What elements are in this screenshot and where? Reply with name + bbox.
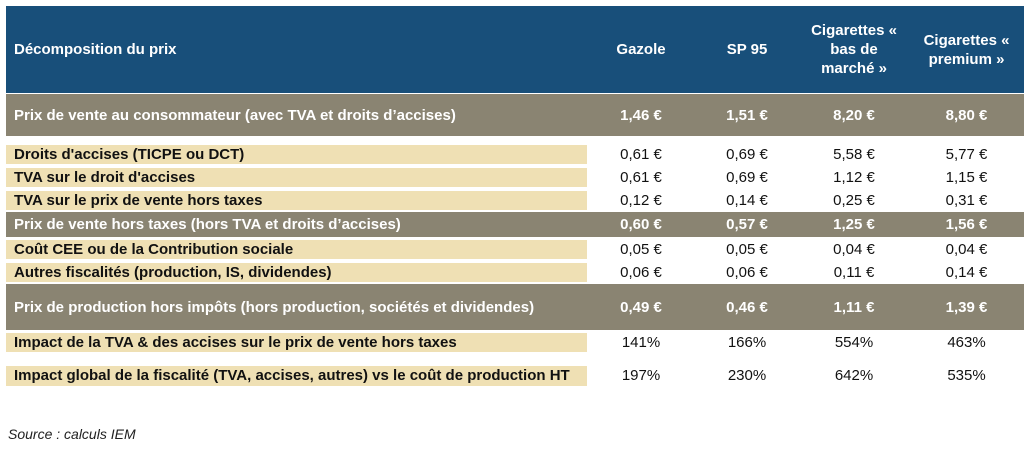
table-row: TVA sur le droit d'accises 0,61 € 0,69 €… — [6, 166, 1024, 189]
value-sp95: 0,69 € — [695, 144, 799, 164]
value-sp95: 230% — [695, 366, 799, 385]
value-cig-bas: 8,20 € — [833, 106, 875, 124]
value-cig-bas: 1,25 € — [833, 216, 875, 233]
value-cig-premium: 0,31 € — [909, 190, 1024, 210]
row-label: Impact global de la fiscalité (TVA, acci… — [6, 365, 587, 386]
value-gazole: 0,60 € — [620, 216, 662, 233]
value-gazole: 197% — [587, 366, 695, 385]
value-cig-premium: 1,39 € — [945, 298, 988, 316]
value-cig-bas: 1,11 € — [833, 298, 875, 316]
table-row: Droits d'accises (TICPE ou DCT) 0,61 € 0… — [6, 143, 1024, 166]
table-header: Décomposition du prix Gazole SP 95 Cigar… — [6, 6, 1024, 94]
row-label: Impact de la TVA & des accises sur le pr… — [6, 332, 587, 352]
value-cig-premium: 1,56 € — [945, 216, 988, 233]
value-gazole: 1,46 € — [620, 106, 662, 124]
header-gazole: Gazole — [616, 41, 666, 58]
value-cig-premium: 1,15 € — [909, 167, 1024, 187]
table-row: Impact de la TVA & des accises sur le pr… — [6, 331, 1024, 354]
row-label: Autres fiscalités (production, IS, divid… — [6, 262, 587, 282]
value-cig-premium: 0,04 € — [909, 239, 1024, 259]
value-sp95: 0,69 € — [695, 167, 799, 187]
table-row: Prix de production hors impôts (hors pro… — [6, 284, 1024, 331]
value-gazole: 0,61 € — [587, 144, 695, 164]
value-sp95: 0,14 € — [695, 190, 799, 210]
value-gazole: 0,05 € — [587, 239, 695, 259]
table-row: Prix de vente hors taxes (hors TVA et dr… — [6, 212, 1024, 238]
value-cig-premium: 535% — [909, 366, 1024, 385]
header-sp95: SP 95 — [726, 41, 768, 58]
value-cig-bas: 0,04 € — [799, 239, 909, 259]
row-label: Prix de vente hors taxes (hors TVA et dr… — [14, 216, 401, 233]
value-cig-bas: 0,25 € — [799, 190, 909, 210]
value-sp95: 0,06 € — [695, 262, 799, 282]
price-decomposition-table: Décomposition du prix Gazole SP 95 Cigar… — [6, 6, 1024, 398]
value-gazole: 0,49 € — [620, 298, 662, 316]
value-gazole: 0,61 € — [587, 167, 695, 187]
value-cig-bas: 642% — [799, 366, 909, 385]
row-label: Droits d'accises (TICPE ou DCT) — [6, 144, 587, 164]
row-label: Prix de vente au consommateur (avec TVA … — [14, 106, 456, 124]
value-gazole: 0,06 € — [587, 262, 695, 282]
value-sp95: 0,57 € — [726, 216, 768, 233]
table-row: Autres fiscalités (production, IS, divid… — [6, 261, 1024, 284]
header-decomposition: Décomposition du prix — [14, 41, 177, 58]
value-cig-premium: 8,80 € — [945, 106, 988, 124]
row-label: TVA sur le prix de vente hors taxes — [6, 190, 587, 210]
value-sp95: 166% — [695, 332, 799, 352]
table-row: Coût CEE ou de la Contribution sociale 0… — [6, 238, 1024, 261]
row-label: Prix de production hors impôts (hors pro… — [14, 298, 535, 316]
value-sp95: 1,51 € — [726, 106, 768, 124]
value-sp95: 0,46 € — [726, 298, 768, 316]
value-cig-bas: 554% — [799, 332, 909, 352]
row-label: TVA sur le droit d'accises — [6, 167, 587, 187]
value-cig-bas: 0,11 € — [799, 262, 909, 282]
value-gazole: 0,12 € — [587, 190, 695, 210]
header-cigarettes-bas-de-marche: Cigarettes « bas de marché » — [811, 22, 897, 77]
value-cig-premium: 463% — [909, 332, 1024, 352]
table-row: Impact global de la fiscalité (TVA, acci… — [6, 354, 1024, 398]
row-label: Coût CEE ou de la Contribution sociale — [6, 239, 587, 259]
value-gazole: 141% — [587, 332, 695, 352]
source-note: Source : calculs IEM — [8, 426, 136, 442]
table-row: Prix de vente au consommateur (avec TVA … — [6, 94, 1024, 137]
value-cig-bas: 1,12 € — [799, 167, 909, 187]
value-cig-premium: 5,77 € — [909, 144, 1024, 164]
table-row: TVA sur le prix de vente hors taxes 0,12… — [6, 189, 1024, 212]
value-cig-premium: 0,14 € — [909, 262, 1024, 282]
value-sp95: 0,05 € — [695, 239, 799, 259]
value-cig-bas: 5,58 € — [799, 144, 909, 164]
header-cigarettes-premium: Cigarettes « premium » — [923, 31, 1010, 68]
